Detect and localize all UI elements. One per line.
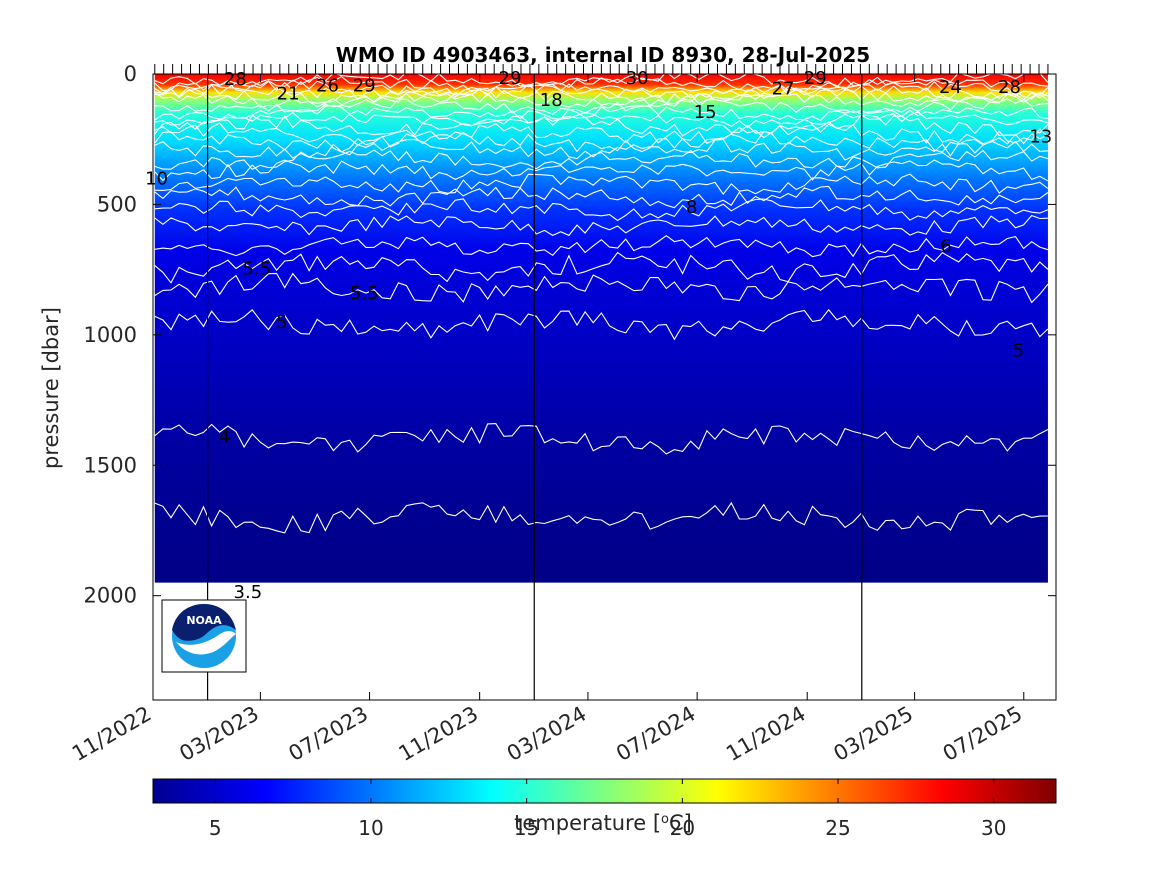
contour-label: 29 [353, 76, 376, 97]
isotherm-line [154, 423, 1049, 455]
noaa-logo-text: NOAA [186, 614, 222, 627]
contour-label: 6 [940, 236, 951, 257]
chart-title: WMO ID 4903463, internal ID 8930, 28-Jul… [336, 43, 870, 67]
isotherm-line [154, 130, 1049, 153]
year-separator-lines [206, 74, 863, 700]
isotherm-line [154, 214, 1048, 237]
colorbar-tick-label: 15 [514, 816, 539, 840]
contour-label: 28 [998, 77, 1021, 98]
isotherm-line [154, 272, 1049, 304]
x-tick-label: 07/2025 [939, 702, 1027, 766]
isotherm-line [154, 111, 1049, 129]
axes-box [152, 73, 1057, 701]
contour-label: 10 [145, 168, 168, 189]
contour-label: 5.5 [242, 258, 271, 279]
contour-label: 13 [1029, 127, 1052, 148]
x-tick-label: 07/2023 [285, 702, 373, 766]
colorbar-tick-label: 20 [670, 816, 695, 840]
colorbar [152, 778, 1057, 804]
isotherm-line [154, 501, 1048, 534]
colorbar-label: temperature [oC] [514, 811, 692, 835]
contour-label: 29 [804, 68, 827, 89]
x-tick-label: 11/2022 [68, 702, 156, 766]
y-tick-label: 500 [97, 192, 137, 216]
isotherm-line [154, 149, 1049, 170]
isotherm-line [154, 114, 1049, 137]
isotherm-line [154, 75, 1048, 93]
contour-label: 5 [1013, 340, 1024, 361]
temperature-field [154, 74, 1048, 583]
contour-label: 15 [694, 102, 717, 123]
isotherm-line [154, 198, 1049, 222]
isotherm-line [154, 185, 1049, 209]
contour-label: 24 [939, 77, 962, 98]
isotherm-line [154, 83, 1049, 101]
x-tick-label: 07/2024 [612, 702, 700, 766]
colorbar-label-unit: C] [669, 811, 692, 835]
isotherm-line [154, 80, 1049, 96]
x-tick-label: 03/2024 [503, 702, 591, 766]
y-axis-ticks: 0 500 1000 1500 2000 [84, 62, 1056, 608]
x-tick-label: 11/2023 [395, 702, 483, 766]
x-tick-label: 03/2025 [830, 702, 918, 766]
colorbar-ticks: 5 10 15 20 25 30 [209, 779, 1006, 840]
contour-label: 30 [626, 68, 649, 89]
isotherm-line [154, 122, 1049, 146]
contour-label: 21 [277, 84, 300, 105]
colorbar-label-main: temperature [ [514, 811, 661, 835]
y-tick-label: 1000 [84, 323, 137, 347]
contour-label: 5.5 [350, 283, 379, 304]
colorbar-tick-label: 10 [358, 816, 383, 840]
isotherm-line [154, 92, 1049, 108]
y-tick-label: 1500 [84, 453, 137, 477]
isotherm-line [154, 251, 1049, 284]
colorbar-tick-label: 5 [209, 816, 222, 840]
contour-label: 29 [499, 68, 522, 89]
contour-label: 4 [219, 427, 230, 448]
x-tick-label: 11/2024 [722, 702, 810, 766]
x-tick-label: 03/2023 [175, 702, 263, 766]
y-tick-label: 0 [124, 62, 137, 86]
contour-label: 26 [316, 76, 339, 97]
isotherm-line [154, 308, 1049, 341]
y-tick-label: 2000 [84, 584, 137, 608]
contour-label: 5 [276, 312, 287, 333]
isotherm-line [154, 138, 1048, 161]
isotherm-line [154, 74, 1049, 88]
isotherm-line [154, 159, 1049, 182]
contour-label: 27 [772, 78, 795, 99]
contour-label: 3.5 [234, 582, 263, 603]
colorbar-tick-label: 30 [981, 816, 1006, 840]
isotherm-line [154, 104, 1048, 122]
contour-label: 8 [686, 197, 697, 218]
isotherm-line [154, 235, 1049, 258]
y-axis-label: pressure [dbar] [39, 307, 63, 469]
colorbar-label-degree: o [661, 812, 669, 827]
isotherm-contours [154, 74, 1049, 534]
isotherm-line [154, 87, 1049, 105]
colorbar-tick-label: 25 [825, 816, 850, 840]
isotherm-line [154, 173, 1049, 196]
contour-label: 18 [540, 90, 563, 111]
noaa-logo: NOAA [161, 599, 247, 673]
temperature-field-rect [154, 74, 1048, 583]
